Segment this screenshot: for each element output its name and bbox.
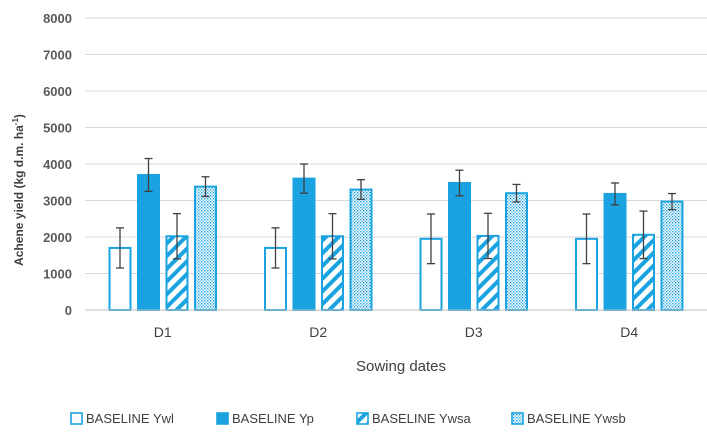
y-axis-title-sup: -1 [11,118,20,126]
y-axis-title-main: Achene yield (kg d.m. ha [12,125,26,266]
y-tick-label: 0 [65,303,72,318]
y-tick-label: 1000 [43,267,72,282]
legend-swatch [511,412,524,425]
x-tick-label: D2 [309,324,327,340]
legend-label: BASELINE Yp [232,411,314,426]
bars [108,173,684,312]
bar [194,185,217,312]
y-tick-label: 7000 [43,48,72,63]
bar [660,200,684,311]
y-tick-label: 4000 [43,157,72,172]
y-tick-label: 5000 [43,121,72,136]
legend-swatch [356,412,369,425]
gridlines [85,17,707,274]
legend-swatch [70,412,83,425]
legend: BASELINE Ywl BASELINE Yp BASELINE Ywsa BASE… [70,411,626,426]
legend-label: BASELINE Ywl [86,411,174,426]
bar [603,192,627,311]
y-axis-title-close: ) [12,114,26,118]
bar [137,173,160,311]
x-tick-label: D4 [620,324,638,340]
x-axis-title: Sowing dates [356,358,446,375]
legend-label: BASELINE Ywsa [372,411,472,426]
y-axis-title: Achene yield (kg d.m. ha-1) [11,114,26,266]
bar [505,192,528,311]
y-tick-label: 8000 [43,11,72,26]
x-tick-label: D1 [154,324,172,340]
bar [349,188,373,311]
y-tick-label: 2000 [43,230,72,245]
bar [292,177,316,311]
x-tick-label: D3 [465,324,483,340]
error-bars [116,157,676,269]
y-axis-ticks: 0 1000 2000 3000 4000 5000 6000 7000 8000 [43,11,72,318]
legend-label: BASELINE Ywsb [527,411,626,426]
bar [448,181,471,311]
x-axis-categories: D1 D2 D3 D4 [154,324,639,340]
legend-swatch [216,412,229,425]
y-tick-label: 3000 [43,194,72,209]
y-tick-label: 6000 [43,84,72,99]
